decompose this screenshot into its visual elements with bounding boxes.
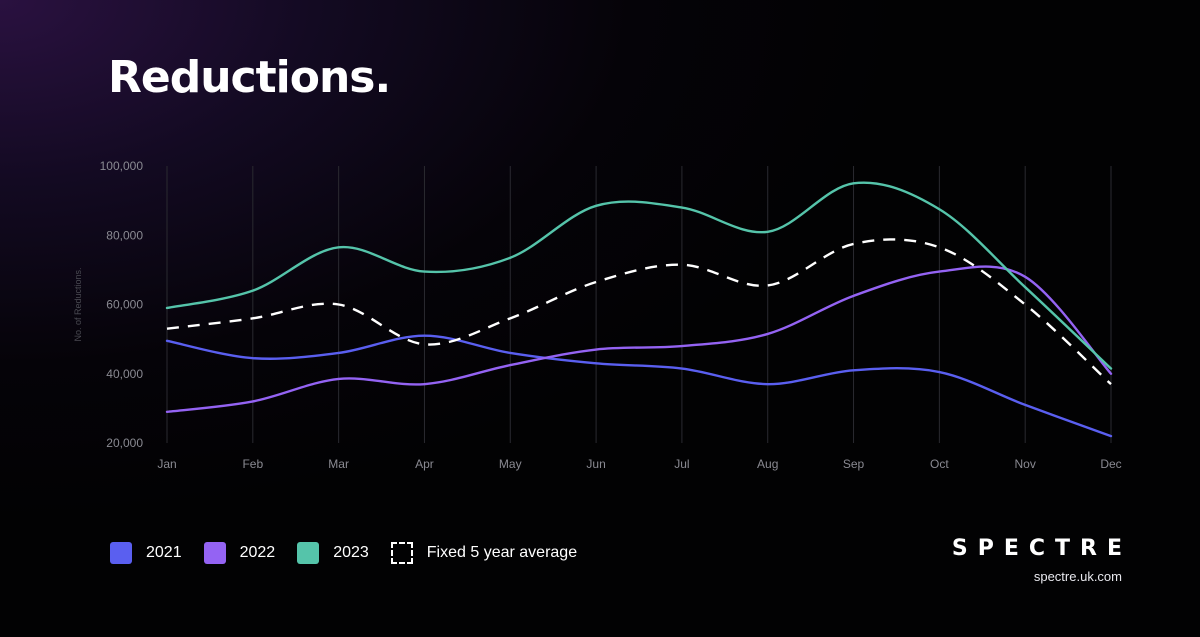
x-tick-label: Sep (843, 457, 865, 471)
brand: SPECTRE spectre.uk.com (952, 536, 1122, 584)
legend-item-2021: 2021 (110, 542, 182, 564)
legend-label: 2021 (146, 544, 182, 561)
line-chart: 20,000 40,000 60,000 80,000 100,000 Jan Feb Mar… (73, 159, 1122, 471)
legend-item-2023: 2023 (297, 542, 369, 564)
legend-label: 2023 (333, 544, 369, 561)
y-tick-label: 100,000 (100, 159, 144, 173)
x-tick-label: Oct (930, 457, 949, 471)
series-line-2023 (165, 181, 1113, 370)
legend-label: 2022 (239, 544, 276, 561)
legend-label: Fixed 5 year average (426, 544, 578, 561)
legend-swatch-2023 (297, 542, 320, 564)
x-tick-label: Jul (674, 457, 689, 471)
x-tick-label: Mar (328, 457, 349, 471)
x-tick-label: Apr (415, 457, 434, 471)
brand-logo: SPECTRE (951, 536, 1132, 561)
legend-swatch-average (390, 542, 413, 564)
y-tick-label: 40,000 (106, 367, 143, 381)
x-tick-label: Aug (757, 457, 778, 471)
x-tick-label: Nov (1015, 457, 1036, 471)
x-tick-label: Jun (586, 457, 605, 471)
chart-legend: 2021 2022 2023 Fixed 5 year average (110, 542, 599, 564)
x-tick-label: May (499, 457, 522, 471)
legend-swatch-2021 (110, 542, 132, 564)
page-title: Reductions. (108, 52, 391, 103)
y-tick-label: 60,000 (106, 298, 143, 312)
series-line-fixed-5-year-average (166, 238, 1112, 386)
legend-item-2022: 2022 (203, 542, 276, 564)
y-tick-label: 80,000 (106, 228, 143, 242)
y-tick-label: 20,000 (106, 436, 143, 450)
x-tick-label: Jan (157, 457, 176, 471)
legend-item-average: Fixed 5 year average (390, 542, 578, 564)
brand-url: spectre.uk.com (1033, 569, 1122, 584)
series-line-2021 (165, 334, 1113, 438)
y-axis-label: No. of Reductions. (73, 267, 83, 341)
legend-swatch-2022 (203, 542, 226, 564)
x-tick-label: Feb (242, 457, 263, 471)
x-tick-label: Dec (1100, 457, 1121, 471)
series-line-2022 (165, 265, 1113, 414)
